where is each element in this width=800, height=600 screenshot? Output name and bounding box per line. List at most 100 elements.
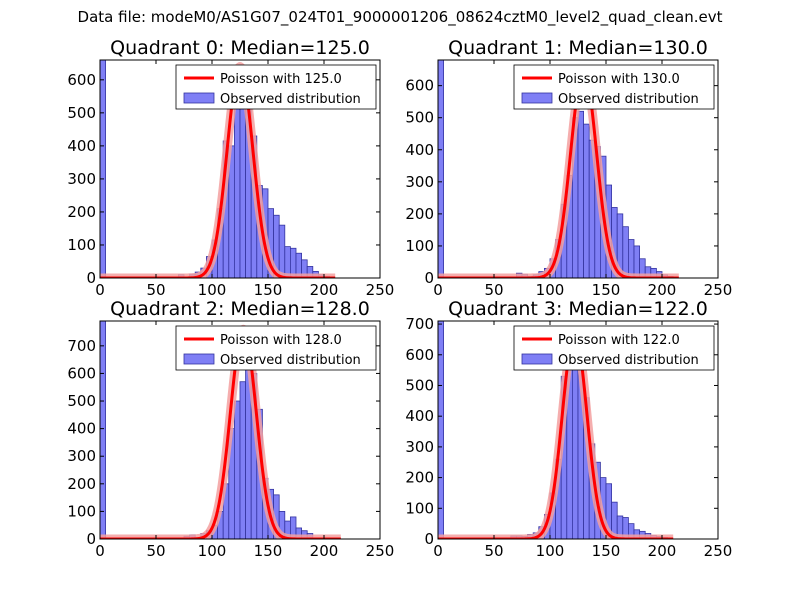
x-tick-label: 50 [484,281,503,299]
legend-poisson-label: Poisson with 125.0 [220,72,342,87]
histogram-bar [628,239,635,278]
legend-observed-label: Observed distribution [558,92,699,107]
x-tick-label: 100 [198,542,227,560]
axes-frame [99,59,381,279]
y-tick-label: 500 [67,392,96,410]
y-tick-label: 400 [67,137,96,155]
y-tick-label: 500 [405,109,434,127]
x-tick-label: 50 [146,281,165,299]
x-tick-label: 150 [254,542,283,560]
legend-observed-label: Observed distribution [220,92,361,107]
x-tick-label: 0 [95,281,105,299]
y-tick-label: 100 [405,237,434,255]
x-tick-label: 200 [648,542,677,560]
subplot-title: Quadrant 1: Median=130.0 [448,37,708,59]
y-tick-label: 0 [86,269,96,287]
y-tick-label: 700 [405,315,434,333]
y-tick-label: 600 [405,77,434,95]
x-tick-label: 250 [366,281,395,299]
legend-observed-label: Observed distribution [558,353,699,368]
y-tick-label: 100 [405,499,434,517]
histogram-bar [622,226,629,278]
subplot-quadrant-3: 0 50 100 150 200 250 0 100 200 300 400 500 600 700 Qua… [405,298,732,560]
y-tick-label: 100 [67,502,96,520]
histogram-bar [100,60,106,278]
y-tick-label: 600 [67,364,96,382]
legend-poisson-label: Poisson with 130.0 [558,72,680,87]
legend: Poisson with 122.0 Observed distribution [513,325,715,371]
y-tick-label: 700 [67,337,96,355]
subplot-quadrant-0: 0 50 100 150 200 250 0 100 200 300 400 500 600 Quadra… [67,37,394,299]
y-tick-label: 200 [67,475,96,493]
subplot-title: Quadrant 0: Median=125.0 [110,37,370,59]
legend-observed-swatch [183,92,215,104]
y-tick-label: 400 [67,420,96,438]
histogram-bar [239,381,246,539]
y-tick-label: 600 [67,71,96,89]
y-tick-label: 200 [405,205,434,223]
histogram-bar [438,321,444,539]
subplot-title: Quadrant 3: Median=122.0 [448,298,708,320]
x-tick-label: 100 [536,542,565,560]
histogram-bar [583,123,590,278]
axes-frame [437,59,719,279]
y-tick-label: 400 [405,407,434,425]
x-tick-label: 200 [310,542,339,560]
y-tick-label: 500 [405,376,434,394]
plot-area [438,321,677,539]
y-tick-label: 600 [405,346,434,364]
subplot-title: Quadrant 2: Median=128.0 [110,298,370,320]
y-tick-label: 200 [405,469,434,487]
x-tick-label: 0 [433,281,443,299]
y-tick-label: 300 [405,438,434,456]
legend-poisson-label: Poisson with 128.0 [220,333,342,348]
legend: Poisson with 128.0 Observed distribution [175,325,377,371]
histogram-bar [577,110,584,278]
y-tick-label: 0 [424,530,434,548]
histogram-bar [100,321,106,539]
legend: Poisson with 125.0 Observed distribution [175,64,377,110]
y-tick-label: 300 [67,447,96,465]
axes-frame [437,320,719,540]
x-tick-label: 0 [95,542,105,560]
y-tick-label: 300 [405,173,434,191]
y-tick-label: 300 [67,170,96,188]
y-tick-label: 500 [67,104,96,122]
histogram-bar [633,245,640,278]
legend-observed-swatch [183,353,215,365]
figure-title: Data file: modeM0/AS1G07_024T01_90000012… [77,8,723,26]
histogram-bar [278,224,286,278]
y-tick-label: 0 [424,269,434,287]
histogram-bar [233,400,241,539]
x-tick-label: 0 [433,542,443,560]
y-tick-label: 200 [67,203,96,221]
x-tick-label: 150 [592,281,621,299]
x-tick-label: 150 [254,281,283,299]
legend: Poisson with 130.0 Observed distribution [513,64,715,110]
subplot-quadrant-2: 0 50 100 150 200 250 0 100 200 300 400 500 600 700 Qua… [67,298,394,560]
y-tick-label: 400 [405,141,434,159]
axes-frame [99,320,381,540]
histogram-bar [233,92,241,278]
subplot-quadrant-1: 0 50 100 150 200 250 0 100 200 300 400 500 600 Quadra… [405,37,732,299]
x-tick-label: 250 [704,542,733,560]
x-tick-label: 100 [536,281,565,299]
x-tick-label: 200 [310,281,339,299]
y-tick-label: 100 [67,236,96,254]
x-tick-label: 100 [198,281,227,299]
histogram-bar [438,60,444,278]
poisson-line [438,331,674,539]
x-tick-label: 200 [648,281,677,299]
x-tick-label: 250 [704,281,733,299]
x-tick-label: 50 [146,542,165,560]
plot-area [100,60,339,278]
legend-observed-swatch [521,92,553,104]
legend-observed-swatch [521,353,553,365]
x-tick-label: 150 [592,542,621,560]
x-tick-label: 50 [484,542,503,560]
y-tick-label: 0 [86,530,96,548]
legend-observed-label: Observed distribution [220,353,361,368]
legend-poisson-label: Poisson with 122.0 [558,333,680,348]
x-tick-label: 250 [366,542,395,560]
